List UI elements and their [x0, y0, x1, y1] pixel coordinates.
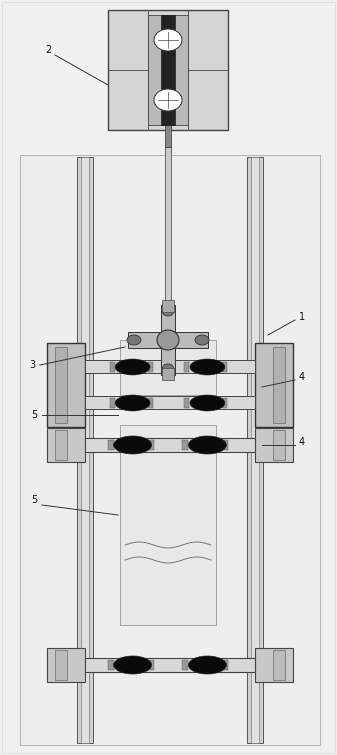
Bar	[255, 648, 293, 682]
Bar	[148, 15, 188, 125]
Bar	[273, 347, 285, 423]
Bar	[148, 660, 154, 670]
Text: 2: 2	[45, 45, 51, 55]
Bar	[255, 343, 293, 427]
Text: 3: 3	[29, 360, 35, 370]
Bar	[108, 440, 114, 450]
Bar	[110, 362, 115, 372]
Bar	[184, 398, 189, 408]
Ellipse shape	[114, 436, 152, 454]
Bar	[85, 658, 255, 672]
Bar	[55, 430, 67, 460]
Bar	[222, 362, 227, 372]
Bar	[108, 10, 228, 130]
Bar	[222, 440, 228, 450]
Bar	[110, 398, 115, 408]
Ellipse shape	[188, 656, 226, 674]
Bar	[77, 157, 93, 743]
Bar	[273, 430, 285, 460]
Bar	[182, 660, 188, 670]
Ellipse shape	[162, 364, 174, 372]
Ellipse shape	[115, 395, 150, 411]
Bar	[162, 300, 174, 312]
Bar	[165, 117, 171, 147]
Bar	[161, 15, 175, 125]
Bar	[222, 660, 228, 670]
Ellipse shape	[127, 335, 141, 345]
Bar	[81, 157, 89, 743]
Bar	[148, 398, 153, 408]
Ellipse shape	[162, 308, 174, 316]
Text: 5: 5	[31, 410, 37, 420]
Ellipse shape	[114, 656, 152, 674]
Bar	[148, 440, 154, 450]
Bar	[55, 347, 67, 423]
Bar	[247, 157, 263, 743]
Bar	[47, 343, 85, 427]
Text: 4: 4	[299, 372, 305, 382]
Ellipse shape	[190, 395, 225, 411]
Bar	[120, 425, 216, 625]
Bar	[273, 650, 285, 680]
Bar	[165, 145, 171, 365]
Ellipse shape	[154, 29, 182, 51]
Bar	[222, 398, 227, 408]
Text: 1: 1	[299, 312, 305, 322]
Bar	[85, 438, 255, 452]
Bar	[55, 650, 67, 680]
Bar	[148, 362, 153, 372]
Text: 5: 5	[31, 495, 37, 505]
Ellipse shape	[188, 436, 226, 454]
Bar	[47, 428, 85, 462]
Text: 4: 4	[299, 437, 305, 447]
Bar	[128, 332, 208, 348]
Bar	[85, 396, 255, 409]
Bar	[85, 360, 255, 373]
Ellipse shape	[157, 330, 179, 350]
Bar	[255, 428, 293, 462]
Ellipse shape	[195, 335, 209, 345]
Ellipse shape	[115, 359, 150, 375]
Bar	[120, 340, 216, 395]
Bar	[47, 648, 85, 682]
Bar	[20, 155, 320, 745]
Bar	[161, 305, 175, 375]
Bar	[162, 368, 174, 380]
Bar	[251, 157, 259, 743]
Bar	[182, 440, 188, 450]
Ellipse shape	[190, 359, 225, 375]
Bar	[184, 362, 189, 372]
Bar	[108, 660, 114, 670]
Ellipse shape	[154, 89, 182, 111]
